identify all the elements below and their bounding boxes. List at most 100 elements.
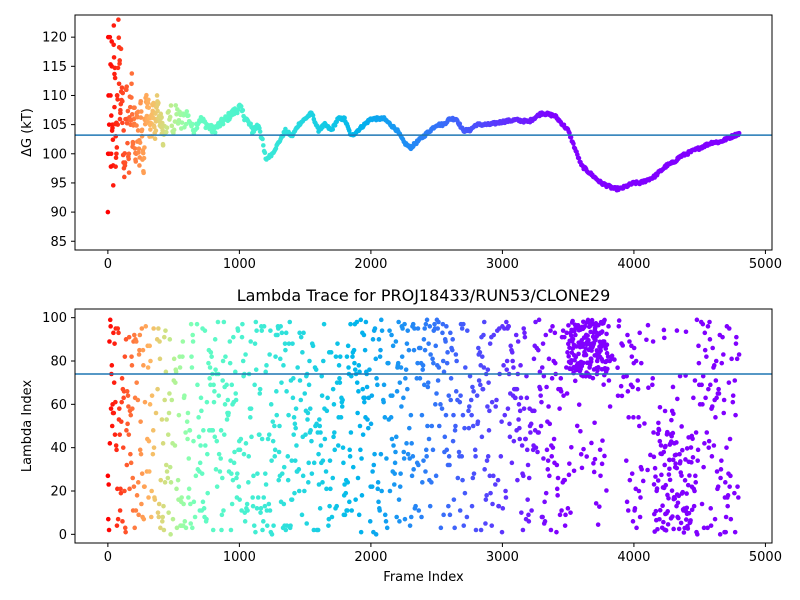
bottom-point <box>564 391 570 396</box>
top-point <box>135 128 141 133</box>
bottom-point <box>529 508 534 513</box>
bottom-point <box>423 447 429 453</box>
bottom-point <box>335 341 340 346</box>
bottom-point <box>189 354 194 359</box>
bottom-point <box>522 330 527 336</box>
bottom-point <box>182 519 188 524</box>
bottom-point <box>597 504 602 509</box>
bottom-point <box>689 460 694 465</box>
bottom-point <box>573 354 579 360</box>
bottom-point <box>673 461 678 466</box>
bottom-point <box>552 330 558 336</box>
bottom-point <box>493 404 498 409</box>
top-point <box>261 143 266 148</box>
bottom-point <box>503 495 509 500</box>
bottom-point <box>726 326 732 331</box>
top-y-tick-label: 90 <box>50 206 67 221</box>
top-point <box>124 120 130 126</box>
bottom-point <box>471 471 477 476</box>
bottom-point <box>690 436 695 442</box>
bottom-point <box>485 367 491 372</box>
bottom-point <box>188 501 193 507</box>
bottom-point <box>296 467 302 472</box>
bottom-point <box>460 412 466 418</box>
bottom-point <box>566 354 571 359</box>
bottom-point <box>689 507 695 513</box>
bottom-point <box>305 480 311 485</box>
bottom-point <box>165 475 171 481</box>
bottom-point <box>686 510 692 516</box>
bottom-point <box>405 451 411 457</box>
bottom-point <box>187 428 193 433</box>
bottom-point <box>323 469 329 474</box>
bottom-point <box>543 490 549 496</box>
bottom-point <box>156 501 162 507</box>
bottom-point <box>331 434 336 440</box>
bottom-point <box>706 438 712 444</box>
bottom-point <box>376 337 382 342</box>
bottom-point <box>365 425 371 431</box>
top-point <box>147 122 153 128</box>
bottom-point <box>377 508 383 513</box>
bottom-point <box>704 430 710 435</box>
bottom-point <box>734 334 739 340</box>
bottom-point <box>190 339 196 344</box>
bottom-point <box>433 473 439 479</box>
top-point <box>106 122 112 127</box>
top-point <box>112 104 117 110</box>
bottom-point <box>183 525 189 531</box>
bottom-point <box>436 423 442 429</box>
top-point <box>148 127 153 132</box>
bottom-point <box>536 347 541 353</box>
bottom-point <box>151 326 156 331</box>
bottom-point <box>560 328 566 333</box>
bottom-point <box>485 404 490 409</box>
bottom-point <box>257 432 262 437</box>
bottom-point <box>448 330 453 336</box>
bottom-point <box>276 449 282 455</box>
top-point <box>342 115 347 121</box>
bottom-point <box>716 386 721 392</box>
bottom-point <box>525 497 530 502</box>
bottom-point <box>548 328 553 333</box>
bottom-point <box>616 324 622 329</box>
bottom-point <box>432 321 437 327</box>
bottom-point <box>156 514 162 520</box>
bottom-point <box>567 461 572 466</box>
bottom-point <box>549 376 555 381</box>
bottom-point <box>424 454 429 459</box>
top-point <box>137 163 142 168</box>
bottom-point <box>117 432 123 437</box>
bottom-point <box>443 339 448 344</box>
bottom-point <box>263 482 269 487</box>
bottom-point <box>478 527 484 533</box>
bottom-point <box>589 440 594 446</box>
bottom-point <box>487 408 492 414</box>
bottom-point <box>332 447 338 453</box>
bottom-point <box>347 499 352 505</box>
bottom-point <box>709 404 715 409</box>
top-point <box>139 127 145 133</box>
bottom-point <box>720 334 725 340</box>
bottom-point <box>564 330 570 336</box>
bottom-point <box>232 449 237 455</box>
top-point <box>129 71 135 76</box>
bottom-point <box>701 525 707 531</box>
bottom-point <box>548 527 554 533</box>
bottom-point <box>618 383 624 389</box>
bottom-point <box>377 354 383 359</box>
bottom-point <box>691 395 696 401</box>
bottom-point <box>451 497 457 502</box>
bottom-point <box>663 482 669 488</box>
top-point <box>128 117 134 123</box>
bottom-point <box>412 326 417 331</box>
bottom-point <box>721 410 727 416</box>
top-point <box>122 174 127 180</box>
top-point <box>171 127 177 133</box>
bottom-point <box>475 419 481 424</box>
bottom-point <box>444 324 449 329</box>
bottom-point <box>426 436 432 442</box>
bottom-point <box>605 354 611 359</box>
bottom-point <box>347 454 353 459</box>
bottom-point <box>451 412 456 418</box>
